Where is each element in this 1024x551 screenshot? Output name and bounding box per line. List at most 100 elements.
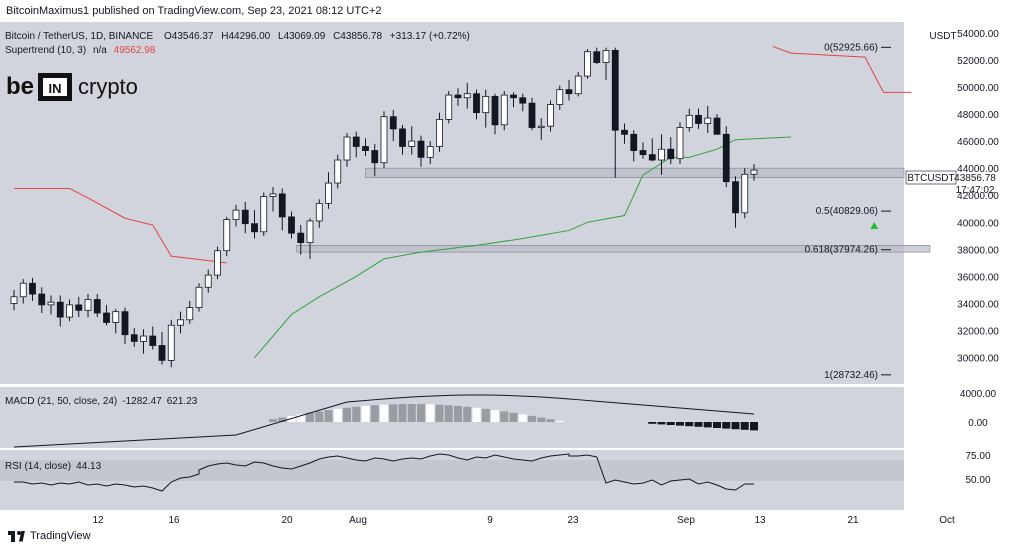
support-zone bbox=[296, 245, 931, 253]
price-tick: 48000.00 bbox=[957, 110, 999, 121]
macd-bar bbox=[740, 422, 749, 430]
rsi-band bbox=[0, 460, 904, 481]
candle bbox=[343, 136, 351, 161]
legend: Bitcoin / TetherUS, 1D, BINANCE O43546.3… bbox=[5, 31, 470, 56]
low-value: 43069.09 bbox=[284, 31, 326, 42]
rsi-legend: RSI (14, close) 44.13 bbox=[5, 461, 102, 472]
symbol-tag[interactable]: BTCUSDT 43856.78 17:47:02 bbox=[905, 170, 996, 196]
candle bbox=[84, 299, 92, 311]
candle bbox=[556, 89, 564, 105]
candle bbox=[112, 311, 120, 323]
time-tick: Aug bbox=[349, 515, 367, 526]
svg-text:be: be bbox=[6, 73, 34, 100]
symbol-tag-name: BTCUSDT bbox=[907, 173, 954, 184]
macd-bar bbox=[666, 422, 675, 425]
supertrend-red-line bbox=[772, 45, 912, 93]
candle bbox=[667, 148, 675, 160]
beincrypto-logo: be IN crypto bbox=[6, 73, 138, 101]
candle bbox=[685, 114, 693, 128]
candle bbox=[325, 182, 332, 204]
supertrend-green-line bbox=[254, 136, 792, 359]
price-tick: 42000.00 bbox=[957, 191, 999, 202]
high-value: 44296.00 bbox=[229, 31, 271, 42]
candle bbox=[19, 282, 27, 298]
candle bbox=[713, 117, 721, 135]
candle bbox=[130, 334, 138, 342]
time-tick: 9 bbox=[487, 515, 493, 526]
macd-bar bbox=[407, 404, 416, 422]
buy-signal-arrow-icon bbox=[870, 222, 879, 230]
candle bbox=[732, 181, 739, 214]
price-chart[interactable]: 0(52925.66) 0.5(40829.06) 0.618(37974.26) 1… bbox=[0, 22, 1024, 527]
svg-text:crypto: crypto bbox=[78, 74, 138, 99]
rsi-tick: 75.00 bbox=[965, 451, 990, 462]
candle bbox=[47, 301, 55, 306]
support-zone bbox=[365, 167, 905, 178]
svg-text:Bitcoin / TetherUS, 1D, BINANC: Bitcoin / TetherUS, 1D, BINANCE O43546.3… bbox=[5, 31, 470, 42]
candle bbox=[648, 154, 656, 161]
macd-legend: MACD (21, 50, close, 24) -1282.47 621.23 bbox=[5, 396, 198, 407]
macd-bar bbox=[518, 414, 527, 422]
price-tick: 54000.00 bbox=[957, 29, 999, 40]
candle bbox=[334, 159, 342, 184]
macd-bar bbox=[685, 422, 694, 427]
macd-bar bbox=[269, 419, 277, 422]
rsi-line bbox=[14, 453, 754, 492]
macd-tick: 4000.00 bbox=[960, 389, 997, 400]
candle bbox=[602, 49, 610, 63]
macd-bar bbox=[713, 422, 721, 428]
candle bbox=[722, 133, 730, 183]
candle bbox=[158, 345, 166, 361]
candle bbox=[306, 220, 314, 244]
price-tick: 46000.00 bbox=[957, 137, 999, 148]
chart-area[interactable]: 0(52925.66) 0.5(40829.06) 0.618(37974.26) 1… bbox=[0, 22, 1024, 527]
time-tick: 13 bbox=[754, 515, 766, 526]
candle bbox=[103, 312, 110, 323]
candle bbox=[482, 96, 490, 114]
candle bbox=[232, 209, 240, 221]
candle bbox=[389, 116, 397, 130]
candle bbox=[593, 51, 601, 63]
macd-bar bbox=[324, 410, 333, 422]
close-value: 43856.78 bbox=[340, 31, 382, 42]
candle bbox=[584, 51, 591, 77]
candle bbox=[658, 148, 665, 161]
price-tick: 30000.00 bbox=[957, 354, 999, 365]
macd-bar bbox=[555, 420, 564, 422]
candle bbox=[621, 129, 628, 135]
svg-text:Supertrend (10, 3) n/a: Supertrend (10, 3) n/a 49562.98 bbox=[5, 45, 156, 56]
candle bbox=[38, 293, 46, 306]
candle bbox=[214, 250, 221, 276]
rsi-tick: 50.00 bbox=[965, 475, 990, 486]
time-tick: 16 bbox=[168, 515, 180, 526]
candle bbox=[565, 89, 573, 95]
macd-bar bbox=[435, 404, 444, 422]
macd-bar bbox=[426, 404, 435, 422]
candle bbox=[676, 127, 684, 160]
candle bbox=[177, 319, 184, 326]
candle bbox=[260, 196, 268, 233]
macd-line bbox=[13, 394, 755, 448]
macd-bar bbox=[491, 410, 499, 422]
time-tick: 20 bbox=[281, 515, 293, 526]
macd-bar bbox=[694, 422, 703, 427]
candle bbox=[241, 209, 249, 225]
candle bbox=[417, 140, 425, 158]
macd-bar bbox=[306, 412, 314, 422]
candle bbox=[500, 94, 508, 126]
price-tick: 50000.00 bbox=[957, 83, 999, 94]
fib-level-label: 0.618(37974.26) bbox=[805, 245, 878, 256]
candle bbox=[56, 301, 64, 318]
macd-bar bbox=[481, 408, 490, 422]
macd-bar bbox=[444, 405, 453, 422]
candle bbox=[288, 216, 295, 234]
supertrend-label: Supertrend (10, 3) bbox=[5, 45, 86, 56]
candle bbox=[445, 94, 453, 120]
candle bbox=[93, 299, 101, 314]
fib-level-label: 0.5(40829.06) bbox=[816, 206, 878, 217]
candle bbox=[223, 219, 231, 252]
macd-bar bbox=[676, 422, 684, 426]
candle bbox=[269, 193, 277, 197]
macd-bar bbox=[398, 404, 407, 422]
candle bbox=[278, 193, 286, 218]
